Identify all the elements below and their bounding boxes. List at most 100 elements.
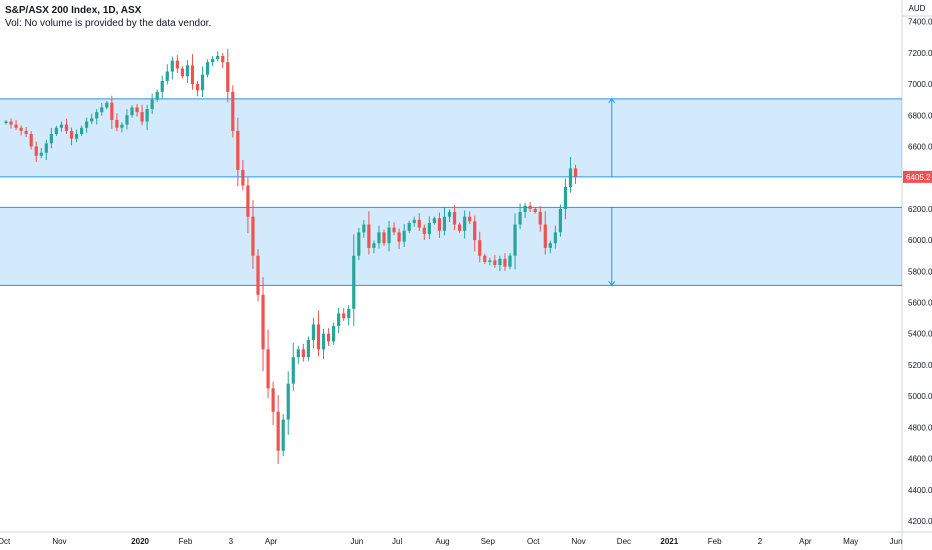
x-tick-label: Apr	[799, 537, 812, 546]
candle-body	[553, 232, 557, 244]
candle-107	[543, 211, 547, 255]
candle-body	[347, 308, 351, 319]
candle-0	[4, 120, 8, 125]
candle-body	[352, 255, 356, 309]
candle-body	[311, 324, 316, 340]
candle-body	[155, 91, 159, 100]
candle-106	[538, 206, 542, 232]
candle-body	[69, 130, 74, 139]
candle-37	[190, 54, 195, 90]
x-tick-label: Oct	[0, 537, 11, 546]
y-tick-label: 4800.0	[908, 423, 932, 432]
candle-100	[508, 253, 512, 270]
candle-body	[498, 258, 502, 266]
candle-39	[200, 66, 205, 97]
candle-body	[266, 349, 270, 389]
candle-body	[90, 118, 94, 122]
candle-body	[326, 333, 331, 342]
candle-16	[85, 117, 89, 133]
candle-body	[256, 255, 260, 295]
candle-body	[24, 130, 28, 134]
candle-body	[190, 65, 195, 85]
candle-93	[473, 215, 477, 252]
candle-82	[417, 213, 421, 231]
y-tick-label: 4400.0	[908, 486, 932, 495]
candle-body	[206, 62, 210, 75]
candle-31	[160, 75, 164, 99]
candle-9	[49, 127, 53, 149]
candle-body	[85, 121, 89, 128]
candle-8	[44, 139, 48, 161]
measure-arrowhead-1	[608, 281, 616, 287]
candle-body	[548, 243, 552, 248]
candle-body	[397, 232, 401, 242]
candle-body	[296, 349, 300, 358]
candle-34	[175, 55, 179, 73]
candle-88	[447, 209, 452, 223]
candle-78	[397, 228, 401, 249]
x-tick-label: Jun	[350, 537, 363, 546]
candle-28	[145, 104, 149, 131]
candle-48	[246, 177, 250, 234]
candle-body	[306, 339, 310, 358]
candle-15	[80, 125, 84, 136]
candle-body	[563, 187, 568, 209]
candle-45	[231, 85, 235, 138]
candle-body	[185, 65, 190, 77]
y-tick-label: 4200.0	[908, 517, 932, 526]
candle-86	[437, 212, 442, 238]
candle-body	[39, 152, 43, 156]
candle-1	[9, 118, 13, 129]
candle-20	[105, 101, 109, 110]
zone-rect-1	[0, 207, 902, 286]
candle-body	[427, 222, 431, 234]
candle-body	[568, 168, 573, 188]
candle-58	[296, 346, 300, 364]
candle-3	[19, 125, 23, 136]
candle-98	[498, 255, 502, 272]
candle-body	[226, 62, 230, 92]
x-tick-label: 2021	[660, 537, 678, 546]
candle-body	[478, 240, 482, 256]
y-tick-label: 5000.0	[908, 392, 932, 401]
chart-legend: S&P/ASX 200 Index, 1D, ASX Vol: No volum…	[5, 4, 211, 30]
candle-40	[206, 59, 210, 78]
candle-67	[342, 308, 346, 321]
candle-70	[357, 227, 361, 261]
candle-90	[458, 222, 462, 233]
candle-body	[447, 212, 452, 217]
candle-72	[367, 211, 371, 255]
candle-body	[387, 227, 391, 244]
candle-body	[543, 224, 547, 248]
candle-body	[231, 91, 235, 131]
candle-body	[200, 74, 205, 91]
candle-body	[337, 313, 341, 326]
candle-105	[533, 207, 537, 214]
candle-body	[402, 230, 406, 242]
candle-74	[377, 225, 381, 249]
candle-56	[286, 371, 290, 435]
candle-body	[175, 60, 179, 69]
candle-body	[417, 219, 421, 228]
y-tick-label: 5800.0	[908, 267, 932, 276]
candle-body	[316, 324, 321, 350]
candle-body	[276, 411, 280, 451]
candle-body	[261, 294, 265, 350]
candle-body	[573, 168, 578, 177]
candle-body	[483, 255, 487, 262]
candle-11	[59, 121, 64, 132]
candle-41	[211, 55, 215, 67]
symbol-title: S&P/ASX 200 Index, 1D, ASX	[5, 5, 142, 16]
candle-84	[427, 216, 431, 240]
candle-52	[266, 329, 270, 399]
candle-body	[513, 224, 517, 256]
candle-73	[372, 240, 376, 254]
candle-111	[563, 178, 568, 220]
candle-21	[110, 95, 114, 129]
candle-42	[216, 51, 220, 62]
candle-body	[145, 109, 149, 122]
candle-76	[387, 221, 391, 252]
candle-69	[352, 234, 356, 326]
candle-body	[95, 112, 99, 119]
